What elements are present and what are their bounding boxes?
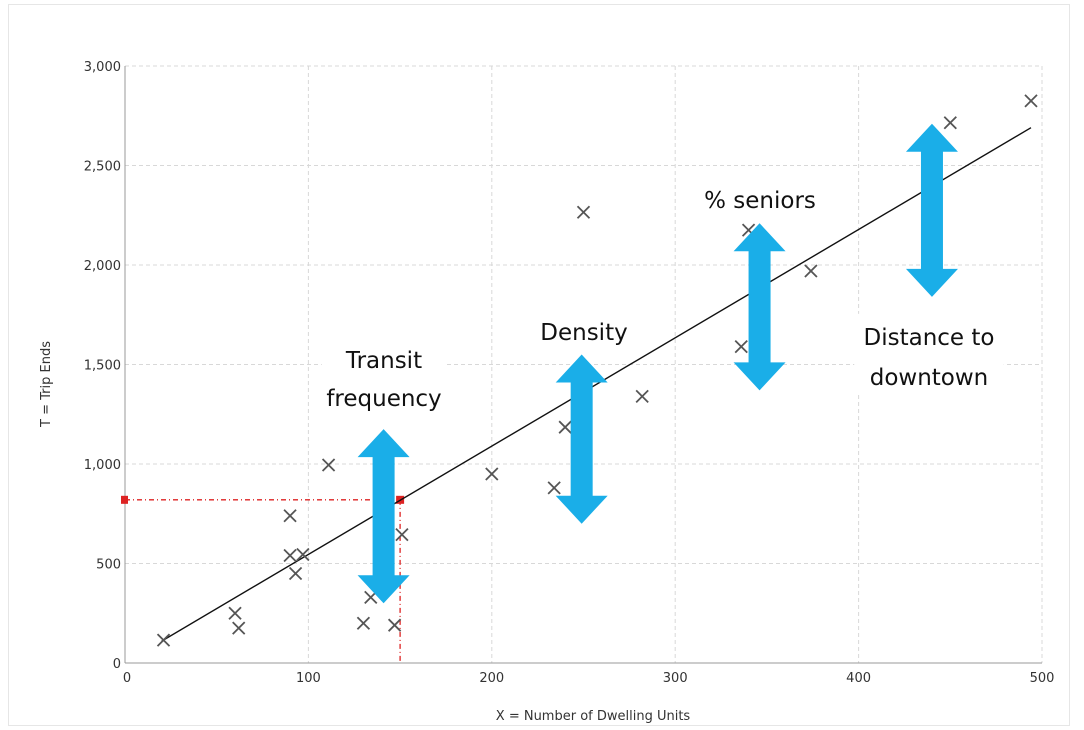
x-tick-label: 500: [1030, 671, 1055, 686]
data-point-stroke: [296, 547, 310, 562]
x-axis-title: X = Number of Dwelling Units: [496, 709, 691, 724]
y-tick-label: 1,000: [84, 458, 121, 473]
annotation-label: Distance to downtown: [854, 313, 1004, 394]
data-point: [635, 389, 649, 403]
data-point: [1024, 94, 1038, 108]
data-point: [485, 467, 499, 481]
data-point: [734, 339, 748, 354]
double-arrow: [905, 123, 958, 297]
y-axis-title: T = Trip Ends: [39, 341, 54, 428]
data-point: [356, 616, 371, 630]
data-point: [558, 420, 572, 434]
data-point: [283, 509, 297, 523]
data-point-stroke: [635, 389, 649, 403]
data-point-stroke: [804, 264, 818, 278]
annotation-labels: Transit frequency Density % seniors Distance…: [321, 178, 1004, 415]
data-point-stroke: [1024, 94, 1038, 108]
annotation-label: % seniors: [697, 178, 823, 217]
y-tick-label: 3,000: [84, 60, 121, 75]
data-point: [156, 633, 171, 647]
annotation-text-line: Transit: [345, 348, 422, 374]
data-point-stroke: [283, 509, 297, 523]
data-point: [321, 458, 336, 472]
annotation-text-line: % seniors: [704, 188, 816, 214]
y-tick-label: 500: [96, 558, 121, 573]
annotation-text-line: Distance to: [864, 325, 995, 351]
data-point-stroke: [232, 621, 246, 635]
data-point-stroke: [156, 633, 171, 647]
data-point: [943, 116, 957, 130]
y-tick-label: 0: [113, 657, 121, 672]
data-point-stroke: [395, 528, 409, 542]
y-axis-ticks: 0 500 1,000 1,500 2,000 2,500 3,000: [84, 60, 121, 672]
data-point-stroke: [288, 566, 303, 581]
data-point-stroke: [943, 116, 957, 130]
double-arrow: [733, 223, 786, 391]
data-point: [232, 621, 246, 635]
double-arrow: [555, 354, 608, 524]
double-arrow: [357, 429, 410, 604]
data-point: [228, 606, 242, 620]
x-tick-label: 0: [123, 671, 131, 686]
trend-line-group: [161, 127, 1032, 642]
y-tick-label: 2,000: [84, 259, 121, 274]
x-tick-label: 400: [846, 671, 871, 686]
data-point: [288, 566, 303, 581]
data-point: [283, 548, 297, 563]
annotation-background: [697, 178, 823, 217]
axes: [124, 66, 1042, 664]
x-tick-label: 300: [663, 671, 688, 686]
annotation-label: Transit frequency: [321, 338, 447, 415]
data-point: [395, 528, 409, 542]
data-point-stroke: [283, 548, 297, 563]
y-tick-label: 2,500: [84, 160, 121, 175]
reference-marker-y: [121, 495, 128, 504]
x-tick-label: 100: [296, 671, 321, 686]
annotation-text-line: frequency: [326, 386, 441, 412]
annotation-text-line: Density: [540, 320, 627, 346]
data-point: [296, 547, 310, 562]
data-points: [156, 94, 1038, 647]
data-point-stroke: [547, 481, 561, 495]
y-tick-label: 1,500: [84, 359, 121, 374]
x-axis-ticks: 0 100 200 300 400 500: [123, 671, 1055, 686]
annotation-text-line: downtown: [870, 365, 989, 391]
data-point-stroke: [576, 205, 591, 219]
data-point: [804, 264, 818, 278]
annotation-background: [534, 310, 634, 349]
data-point: [387, 618, 402, 632]
x-tick-label: 200: [479, 671, 504, 686]
data-point-stroke: [356, 616, 371, 630]
annotation-arrows: [357, 123, 958, 604]
data-point-stroke: [558, 420, 572, 434]
annotation-label: Density: [534, 310, 634, 349]
data-point: [576, 205, 591, 219]
annotation-background: [321, 338, 447, 415]
data-point-stroke: [741, 223, 756, 237]
data-point-stroke: [387, 618, 402, 632]
data-point-stroke: [734, 339, 748, 354]
trend-line: [161, 127, 1032, 642]
data-point-stroke: [228, 606, 242, 620]
annotation-background: [854, 313, 1004, 394]
data-point-stroke: [485, 467, 499, 481]
data-point: [547, 481, 561, 495]
data-point-stroke: [321, 458, 336, 472]
